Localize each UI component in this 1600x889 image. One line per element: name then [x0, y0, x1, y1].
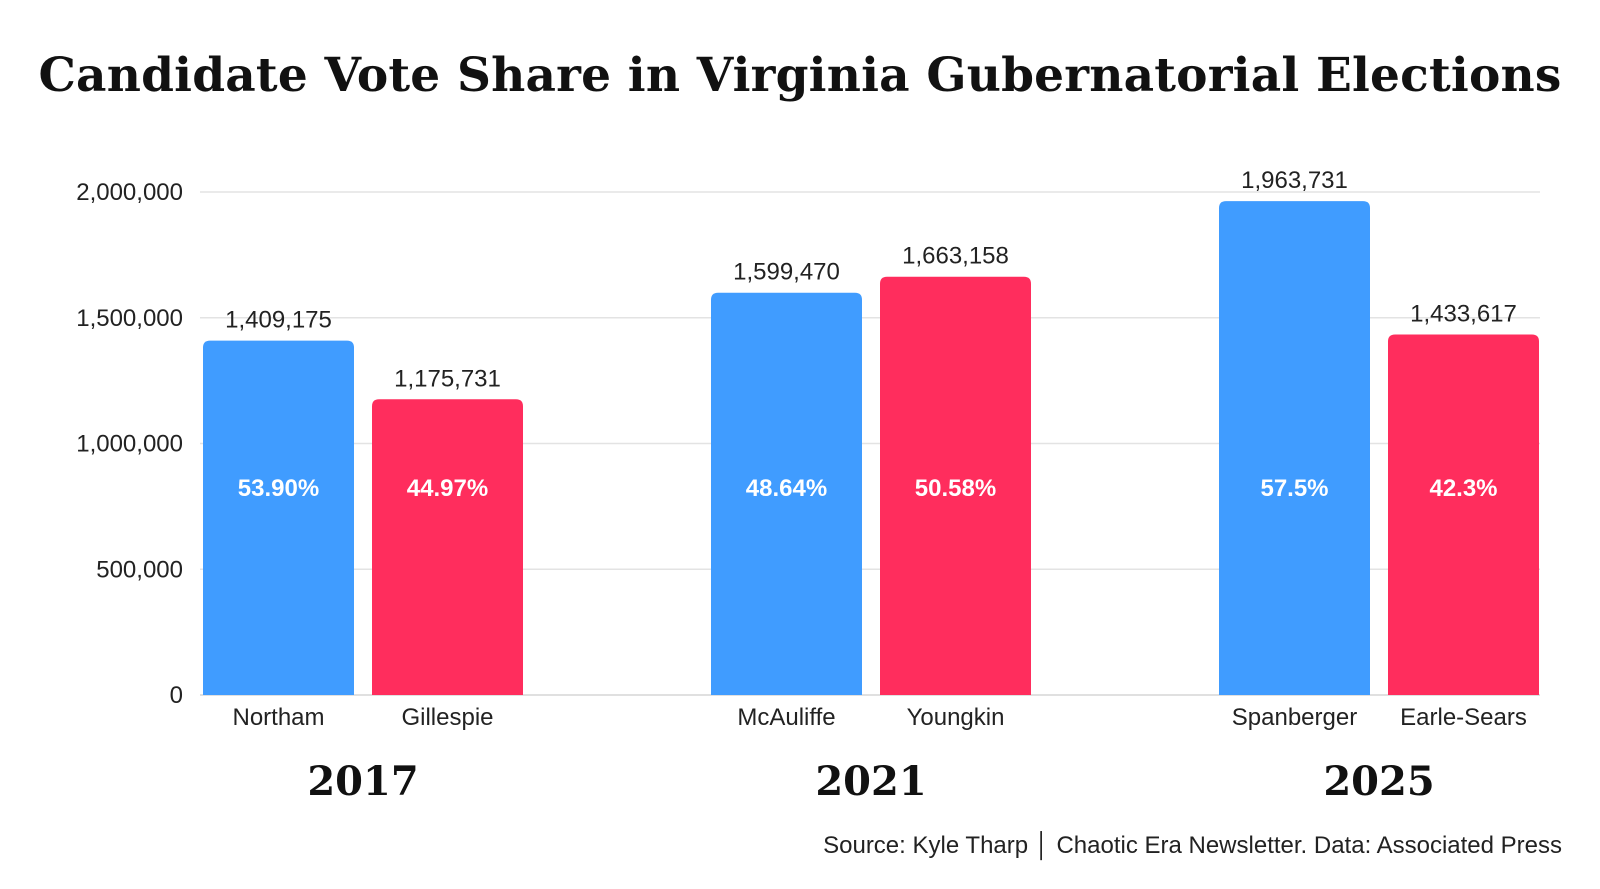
y-tick-label: 2,000,000	[76, 179, 183, 206]
data-label-votes: 1,175,731	[394, 365, 501, 392]
y-tick-label: 1,000,000	[76, 431, 183, 458]
bar-gillespie	[372, 399, 523, 695]
data-label-share: 50.58%	[915, 475, 996, 502]
data-label-share: 57.5%	[1260, 475, 1328, 502]
group-year-label: 2021	[815, 758, 926, 805]
data-label-share: 53.90%	[238, 475, 319, 502]
data-label-votes: 1,599,470	[733, 259, 840, 286]
data-label-votes: 1,663,158	[902, 243, 1009, 270]
x-tick-label: Gillespie	[401, 704, 493, 731]
y-tick-label: 500,000	[96, 556, 183, 583]
bar-earle-sears	[1388, 334, 1539, 695]
x-tick-label: Earle-Sears	[1400, 704, 1527, 731]
data-label-share: 48.64%	[746, 475, 827, 502]
source-note: Source: Kyle Tharp │ Chaotic Era Newslet…	[823, 832, 1562, 859]
x-tick-label: McAuliffe	[737, 704, 835, 731]
x-tick-label: Youngkin	[907, 704, 1005, 731]
bar-youngkin	[880, 276, 1031, 695]
x-tick-label: Spanberger	[1232, 704, 1357, 731]
data-label-share: 42.3%	[1429, 475, 1497, 502]
data-label-share: 44.97%	[407, 475, 488, 502]
data-label-votes: 1,433,617	[1410, 300, 1517, 327]
bar-mcauliffe	[711, 292, 862, 695]
y-tick-label: 0	[170, 682, 183, 709]
bars	[203, 201, 1539, 696]
group-year-label: 2017	[307, 758, 418, 805]
x-tick-label: Northam	[232, 704, 324, 731]
data-label-votes: 1,963,731	[1241, 167, 1348, 194]
data-label-votes: 1,409,175	[225, 307, 332, 334]
bar-northam	[203, 340, 354, 695]
chart-title: Candidate Vote Share in Virginia Guberna…	[38, 48, 1562, 103]
y-axis-ticks: 0 500,000 1,000,000 1,500,000 2,000,000	[76, 179, 183, 709]
labels: 1,409,175 53.90% Northam 1,175,731 44.97% Gil…	[225, 167, 1527, 805]
y-tick-label: 1,500,000	[76, 305, 183, 332]
bar-spanberger	[1219, 201, 1370, 696]
group-year-label: 2025	[1323, 758, 1434, 805]
